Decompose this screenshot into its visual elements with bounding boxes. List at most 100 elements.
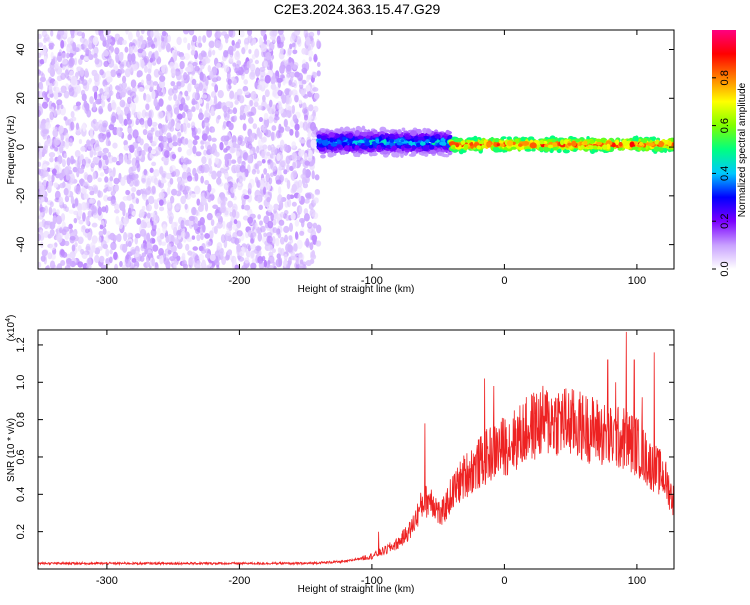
spectrogram-cell: [178, 94, 183, 100]
spectrogram-cell: [260, 125, 265, 131]
spectrogram-cell: [237, 154, 242, 165]
spectrogram-cell: [279, 236, 285, 245]
spectrogram-cell: [298, 99, 302, 105]
spectrogram-cell: [94, 254, 100, 264]
spectrogram-cell: [269, 41, 275, 51]
spectrogram-cell: [38, 142, 42, 147]
spectrogram-cell: [288, 235, 293, 241]
spectrogram-cell: [653, 146, 661, 152]
spectrogram-cell: [47, 67, 54, 74]
spectrogram-cell: [307, 227, 314, 234]
spectrogram-cell: [222, 220, 226, 230]
spectrogram-cell: [151, 186, 156, 192]
spectrogram-cell: [234, 264, 240, 269]
spectrogram-cell: [145, 103, 150, 111]
spectrogram-cell: [267, 244, 273, 252]
spectrogram-cell: [267, 264, 274, 269]
spectrogram-cell: [303, 213, 310, 222]
spectrogram-cell: [147, 117, 153, 127]
spectrogram-cell: [48, 76, 53, 83]
svg-text:(x104): (x104): [5, 315, 17, 342]
colorbar-tick-label: 0.0: [719, 261, 731, 276]
spectrogram-cell: [363, 150, 369, 155]
spectrogram-cell: [395, 148, 403, 152]
spectrogram-cell: [158, 98, 164, 107]
spectrogram-cell: [83, 193, 89, 200]
spectrogram-cell: [126, 159, 132, 165]
spectrogram-cell: [245, 142, 249, 149]
spectrogram-cell: [64, 240, 70, 247]
snr-y-axis: 0.2 0.4 0.6 0.8 1.0 1.2: [15, 337, 674, 539]
spectrogram-cell: [305, 84, 311, 92]
spectrogram-cell: [640, 138, 647, 144]
spectrogram-cell: [69, 235, 76, 241]
spectrogram-cell: [341, 142, 348, 146]
colorbar-tick-label: 0.2: [719, 214, 731, 229]
spectrogram-cell: [148, 195, 155, 205]
spectrogram-cell: [68, 52, 74, 58]
spectrogram-cell: [289, 128, 294, 136]
spectrogram-cell: [270, 76, 276, 85]
spectrogram-cell: [95, 30, 100, 36]
spectrogram-cell: [356, 153, 361, 158]
spectrogram-cell: [272, 104, 277, 112]
spectrogram-cell: [415, 148, 420, 152]
spectrogram-cell: [123, 118, 128, 126]
spectrogram-cell: [81, 93, 87, 102]
spectrogram-cell: [163, 150, 170, 159]
spectrogram-cell: [306, 74, 310, 83]
spectrogram-cell: [205, 78, 209, 87]
spectrogram-cell: [397, 129, 402, 135]
spectrogram-cell: [240, 246, 245, 254]
spectrogram-cell: [365, 138, 370, 142]
spectrogram-cell: [307, 50, 314, 58]
spectrogram-cell: [105, 70, 112, 80]
spectrogram-cell: [103, 49, 109, 57]
spectrogram-cell: [567, 142, 572, 146]
spectrogram-cell: [269, 159, 274, 170]
spectrogram-cell: [43, 34, 50, 42]
spectrogram-cell: [60, 260, 66, 267]
spectrogram-cell: [210, 110, 216, 117]
spectrogram-cell: [317, 61, 321, 67]
colorbar-tick-label: 0.8: [719, 70, 731, 85]
spectrogram-cell: [156, 235, 162, 243]
spectrogram-cell: [204, 248, 211, 254]
spectrogram-cell: [236, 220, 242, 229]
spectrogram-cell: [372, 134, 380, 138]
spectrogram-cell: [298, 253, 305, 261]
spectrogram-cell: [43, 250, 49, 255]
spectrogram-cell: [297, 72, 304, 82]
spectrogram-cell: [61, 228, 67, 236]
spectrogram-cell: [68, 87, 75, 97]
spectrogram-cell: [63, 153, 67, 159]
spectrogram-cell: [250, 90, 257, 100]
spectrogram-cell: [119, 99, 126, 108]
spectrogram-cell: [180, 195, 186, 205]
spectrogram-cell: [260, 30, 266, 37]
spectrogram-cell: [242, 85, 249, 92]
spectrogram-cell: [115, 54, 120, 64]
spectrogram-cell: [146, 232, 151, 242]
spectrogram-cell: [128, 166, 134, 176]
spectrogram-cell: [60, 72, 66, 81]
spectrogram-cell: [249, 251, 256, 260]
spectrogram-cell: [93, 53, 98, 59]
spectrogram-cell: [38, 233, 42, 242]
spectrogram-cell: [72, 166, 78, 173]
spectrogram-cell: [227, 249, 233, 256]
spectrogram-cell: [64, 195, 70, 203]
spectrogram-cell: [201, 156, 207, 165]
spectrogram-cell: [204, 179, 210, 186]
x-tick-label: -100: [361, 275, 383, 287]
colorbar: 0.0 0.2 0.4 0.6 0.8 Normalized spectral ampl…: [712, 30, 748, 277]
spectrogram-cell: [113, 177, 120, 185]
spectrogram-cell: [150, 43, 156, 49]
spectrogram-cell: [112, 142, 118, 149]
spectrogram-cell: [313, 197, 319, 204]
spectrogram-cell: [192, 145, 197, 155]
spectrogram-cell: [99, 172, 105, 177]
spectrogram-cell: [161, 30, 167, 37]
spectrogram-cell: [43, 144, 48, 155]
spectrogram-cell: [179, 55, 186, 61]
